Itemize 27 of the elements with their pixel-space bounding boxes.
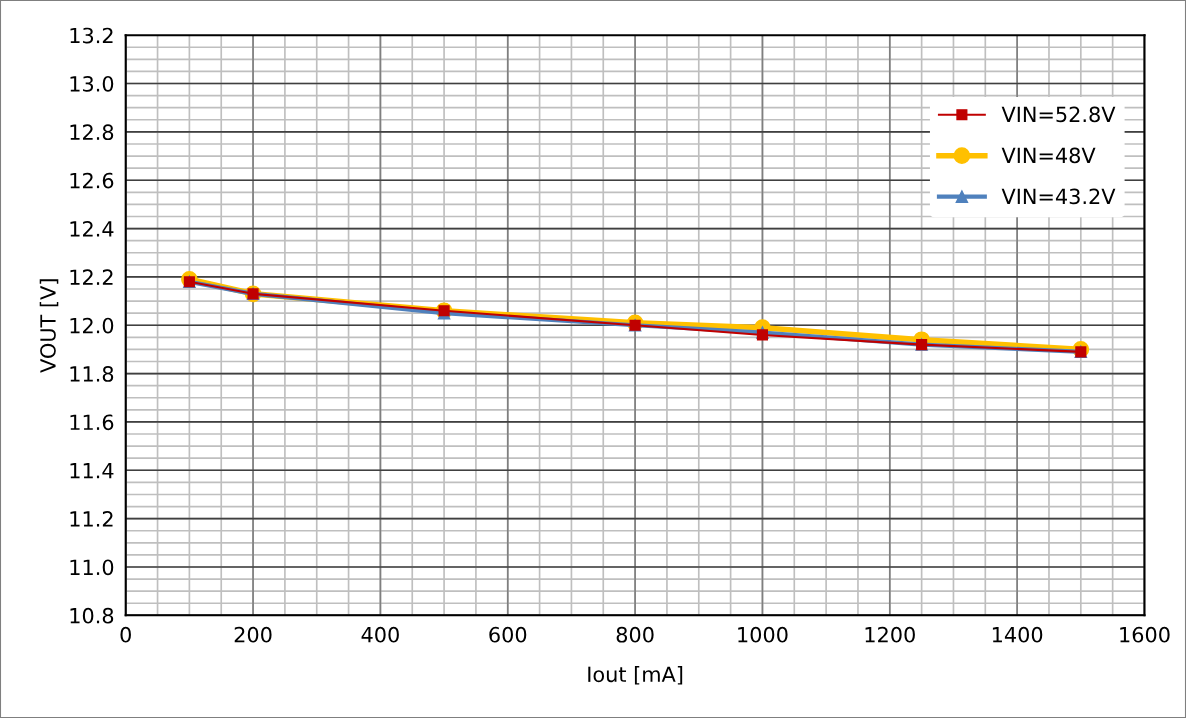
x-tick-label: 400 [361, 626, 399, 643]
y-tick-label: 12.4 [70, 221, 114, 237]
legend-label: VIN=48V [1001, 147, 1096, 164]
y-tick-label: 12.6 [70, 172, 114, 189]
y-tick-label: 11.6 [70, 414, 114, 431]
y-axis-title: VOUT [V] [39, 279, 59, 373]
x-tick-label: 1000 [738, 626, 788, 643]
legend-label: VIN=52.8V [1001, 106, 1116, 123]
x-tick-label: 200 [234, 626, 272, 643]
x-tick-label: 800 [616, 626, 654, 643]
y-tick-label: 13.2 [70, 27, 113, 44]
y-tick-label: 13.0 [70, 75, 114, 92]
y-tick-label: 11.0 [70, 559, 114, 576]
y-tick-label: 11.2 [70, 511, 113, 527]
x-tick-label: 1400 [992, 626, 1043, 643]
y-tick-label: 12.0 [70, 317, 114, 334]
y-tick-label: 12.8 [70, 124, 114, 141]
y-tick-label: 12.2 [70, 269, 113, 285]
y-tick-label: 11.8 [70, 366, 114, 382]
x-tick-label: 1600 [1120, 626, 1170, 643]
legend-label: VIN=43.2V [1001, 188, 1116, 205]
x-axis-title: Iout [mA] [588, 666, 683, 685]
y-tick-label: 10.8 [70, 607, 114, 624]
x-tick-label: 0 [120, 626, 131, 643]
x-tick-label: 600 [489, 626, 527, 643]
x-tick-label: 1200 [865, 626, 915, 643]
y-tick-label: 11.4 [70, 463, 114, 479]
